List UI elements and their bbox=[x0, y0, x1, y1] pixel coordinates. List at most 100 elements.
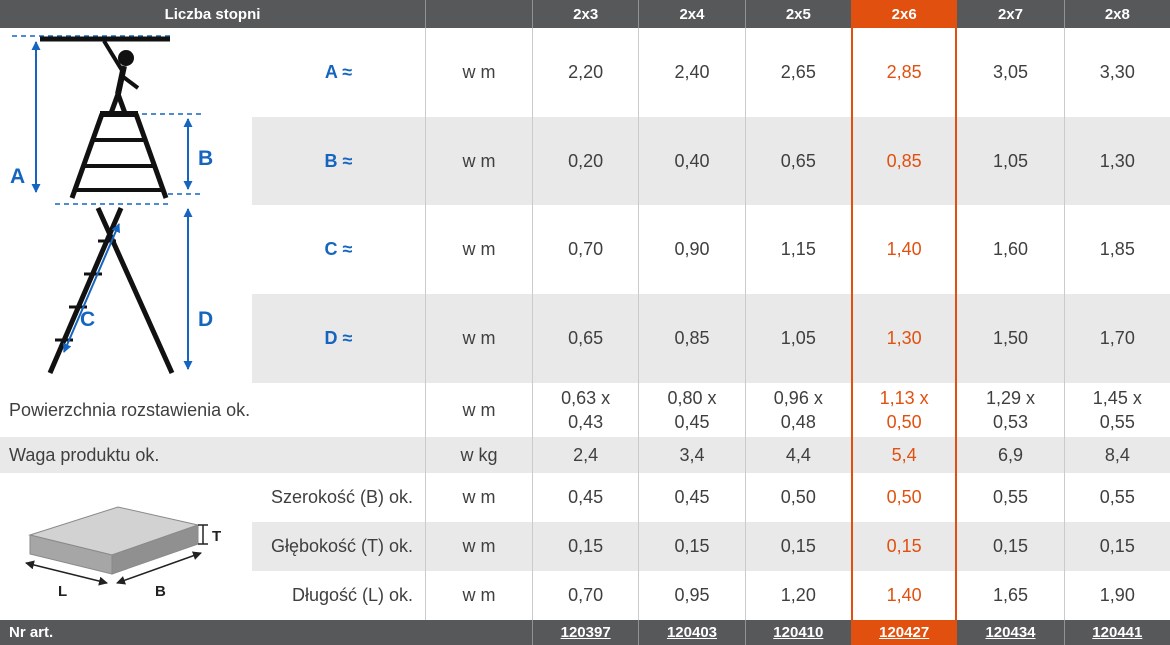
article-number-link[interactable]: 120410 bbox=[773, 624, 824, 641]
value-cell: 0,15 bbox=[1063, 522, 1170, 571]
value-cell: 2,20 bbox=[532, 28, 638, 117]
ladder-label-d: D bbox=[198, 308, 213, 331]
value-cell-highlighted: 0,15 bbox=[851, 522, 958, 571]
value-cell: 1,20 bbox=[744, 571, 851, 620]
ladder-illustration: A B C D bbox=[10, 35, 213, 375]
footer-cell: 120410 bbox=[744, 620, 851, 645]
column-header-2x4: 2x4 bbox=[638, 0, 745, 28]
value-cell-highlighted: 1,40 bbox=[851, 571, 958, 620]
header-unit-spacer bbox=[425, 0, 532, 28]
value-cell: 0,63 x 0,43 bbox=[532, 383, 638, 437]
value-cell: 0,55 bbox=[992, 487, 1029, 507]
unit-cell: w m bbox=[425, 383, 532, 437]
value-cell: 0,50 bbox=[744, 473, 851, 522]
value-cell: 0,90 bbox=[638, 205, 744, 294]
unit-cell: w m bbox=[425, 571, 532, 620]
value-cell: 0,15 bbox=[957, 522, 1064, 571]
value-cell-highlighted: 0,50 bbox=[851, 473, 958, 522]
value-cell: 0,65 bbox=[532, 294, 639, 383]
value-cell-highlighted: 1,30 bbox=[851, 294, 958, 383]
value-cell: 0,70 bbox=[532, 205, 638, 294]
value-cell: 0,55 bbox=[1063, 473, 1170, 522]
row-label-depth: Głębokość (T) ok. bbox=[252, 522, 425, 571]
value-cell: 1,15 bbox=[744, 205, 851, 294]
value-cell-highlighted: 5,4 bbox=[851, 437, 958, 473]
footer-label: Nr art. bbox=[0, 620, 532, 645]
value-cell: 1,29 x 0,53 bbox=[985, 387, 1036, 432]
row-label-length: Długość (L) ok. bbox=[291, 585, 413, 605]
value-cell: 0,85 bbox=[638, 294, 745, 383]
row-label-d: D ≈ bbox=[252, 294, 425, 383]
footer-cell: 120397 bbox=[532, 620, 639, 645]
row-label-c: C ≈ bbox=[324, 239, 353, 259]
value-cell: 2,65 bbox=[744, 28, 851, 117]
value-cell: 0,70 bbox=[532, 571, 638, 620]
article-number-link[interactable]: 120441 bbox=[1092, 624, 1143, 641]
value-cell: 0,15 bbox=[744, 522, 851, 571]
row-label-area: Powierzchnia rozstawienia ok. bbox=[9, 399, 251, 420]
value-cell: 0,20 bbox=[532, 117, 639, 205]
unit-cell: w m bbox=[425, 117, 532, 205]
header-row-label: Liczba stopni bbox=[0, 0, 425, 28]
value-cell: 0,45 bbox=[532, 473, 638, 522]
value-cell: 0,15 bbox=[638, 522, 745, 571]
article-number-link[interactable]: 120434 bbox=[985, 624, 1036, 641]
value-cell: 1,70 bbox=[1063, 294, 1170, 383]
unit-cell: w m bbox=[425, 522, 532, 571]
footer-cell: 120434 bbox=[957, 620, 1064, 645]
value-cell: 1,85 bbox=[1063, 205, 1170, 294]
value-cell: 0,45 bbox=[638, 473, 744, 522]
ladder-diagram: A B C D bbox=[0, 28, 252, 383]
value-cell-highlighted: 1,13 x 0,50 bbox=[851, 383, 958, 437]
value-cell: 1,60 bbox=[992, 239, 1029, 259]
footer-cell: 120403 bbox=[638, 620, 745, 645]
value-cell: 1,30 bbox=[1063, 117, 1170, 205]
value-cell: 1,90 bbox=[1063, 571, 1170, 620]
unit-cell: w m bbox=[425, 294, 532, 383]
column-header-2x5: 2x5 bbox=[744, 0, 851, 28]
article-number-link[interactable]: 120403 bbox=[666, 624, 718, 641]
article-number-link[interactable]: 120397 bbox=[560, 624, 611, 641]
value-cell: 3,05 bbox=[992, 62, 1029, 82]
value-cell: 1,65 bbox=[992, 585, 1029, 605]
unit-cell: w kg bbox=[425, 437, 532, 473]
box-label-b: B bbox=[155, 583, 166, 600]
unit-cell: w m bbox=[425, 473, 532, 522]
value-cell: 0,80 x 0,45 bbox=[638, 383, 744, 437]
box-diagram: T L B bbox=[0, 473, 252, 620]
box-label-t: T bbox=[212, 528, 221, 545]
unit-cell: w m bbox=[425, 205, 532, 294]
value-cell-highlighted: 0,85 bbox=[851, 117, 958, 205]
box-illustration: T L B bbox=[25, 506, 221, 600]
value-cell-highlighted: 2,85 bbox=[851, 28, 958, 117]
value-cell: 0,65 bbox=[744, 117, 851, 205]
ladder-label-b: B bbox=[198, 147, 213, 170]
row-label-a: A ≈ bbox=[324, 62, 353, 82]
row-label-b: B ≈ bbox=[252, 117, 425, 205]
value-cell: 0,95 bbox=[638, 571, 744, 620]
footer-cell: 120441 bbox=[1063, 620, 1170, 645]
value-cell: 2,4 bbox=[532, 437, 639, 473]
column-header-2x6-selected: 2x6 bbox=[851, 0, 958, 28]
value-cell: 2,40 bbox=[638, 28, 744, 117]
value-cell: 3,4 bbox=[638, 437, 745, 473]
value-cell: 8,4 bbox=[1063, 437, 1170, 473]
value-cell: 3,30 bbox=[1063, 28, 1170, 117]
column-header-2x3: 2x3 bbox=[532, 0, 639, 28]
article-number-link[interactable]: 120427 bbox=[879, 624, 930, 641]
value-cell: 0,96 x 0,48 bbox=[744, 383, 851, 437]
box-label-l: L bbox=[58, 583, 67, 600]
column-header-2x7: 2x7 bbox=[957, 0, 1064, 28]
value-cell: 1,05 bbox=[957, 117, 1064, 205]
value-cell: 0,40 bbox=[638, 117, 745, 205]
value-cell: 1,05 bbox=[744, 294, 851, 383]
column-header-2x8: 2x8 bbox=[1063, 0, 1170, 28]
value-cell: 4,4 bbox=[744, 437, 851, 473]
ladder-label-a: A bbox=[10, 165, 25, 188]
value-cell: 1,50 bbox=[957, 294, 1064, 383]
value-cell: 0,15 bbox=[532, 522, 639, 571]
footer-cell-highlighted: 120427 bbox=[851, 620, 958, 645]
value-cell: 6,9 bbox=[957, 437, 1064, 473]
ladder-label-c: C bbox=[80, 308, 95, 331]
